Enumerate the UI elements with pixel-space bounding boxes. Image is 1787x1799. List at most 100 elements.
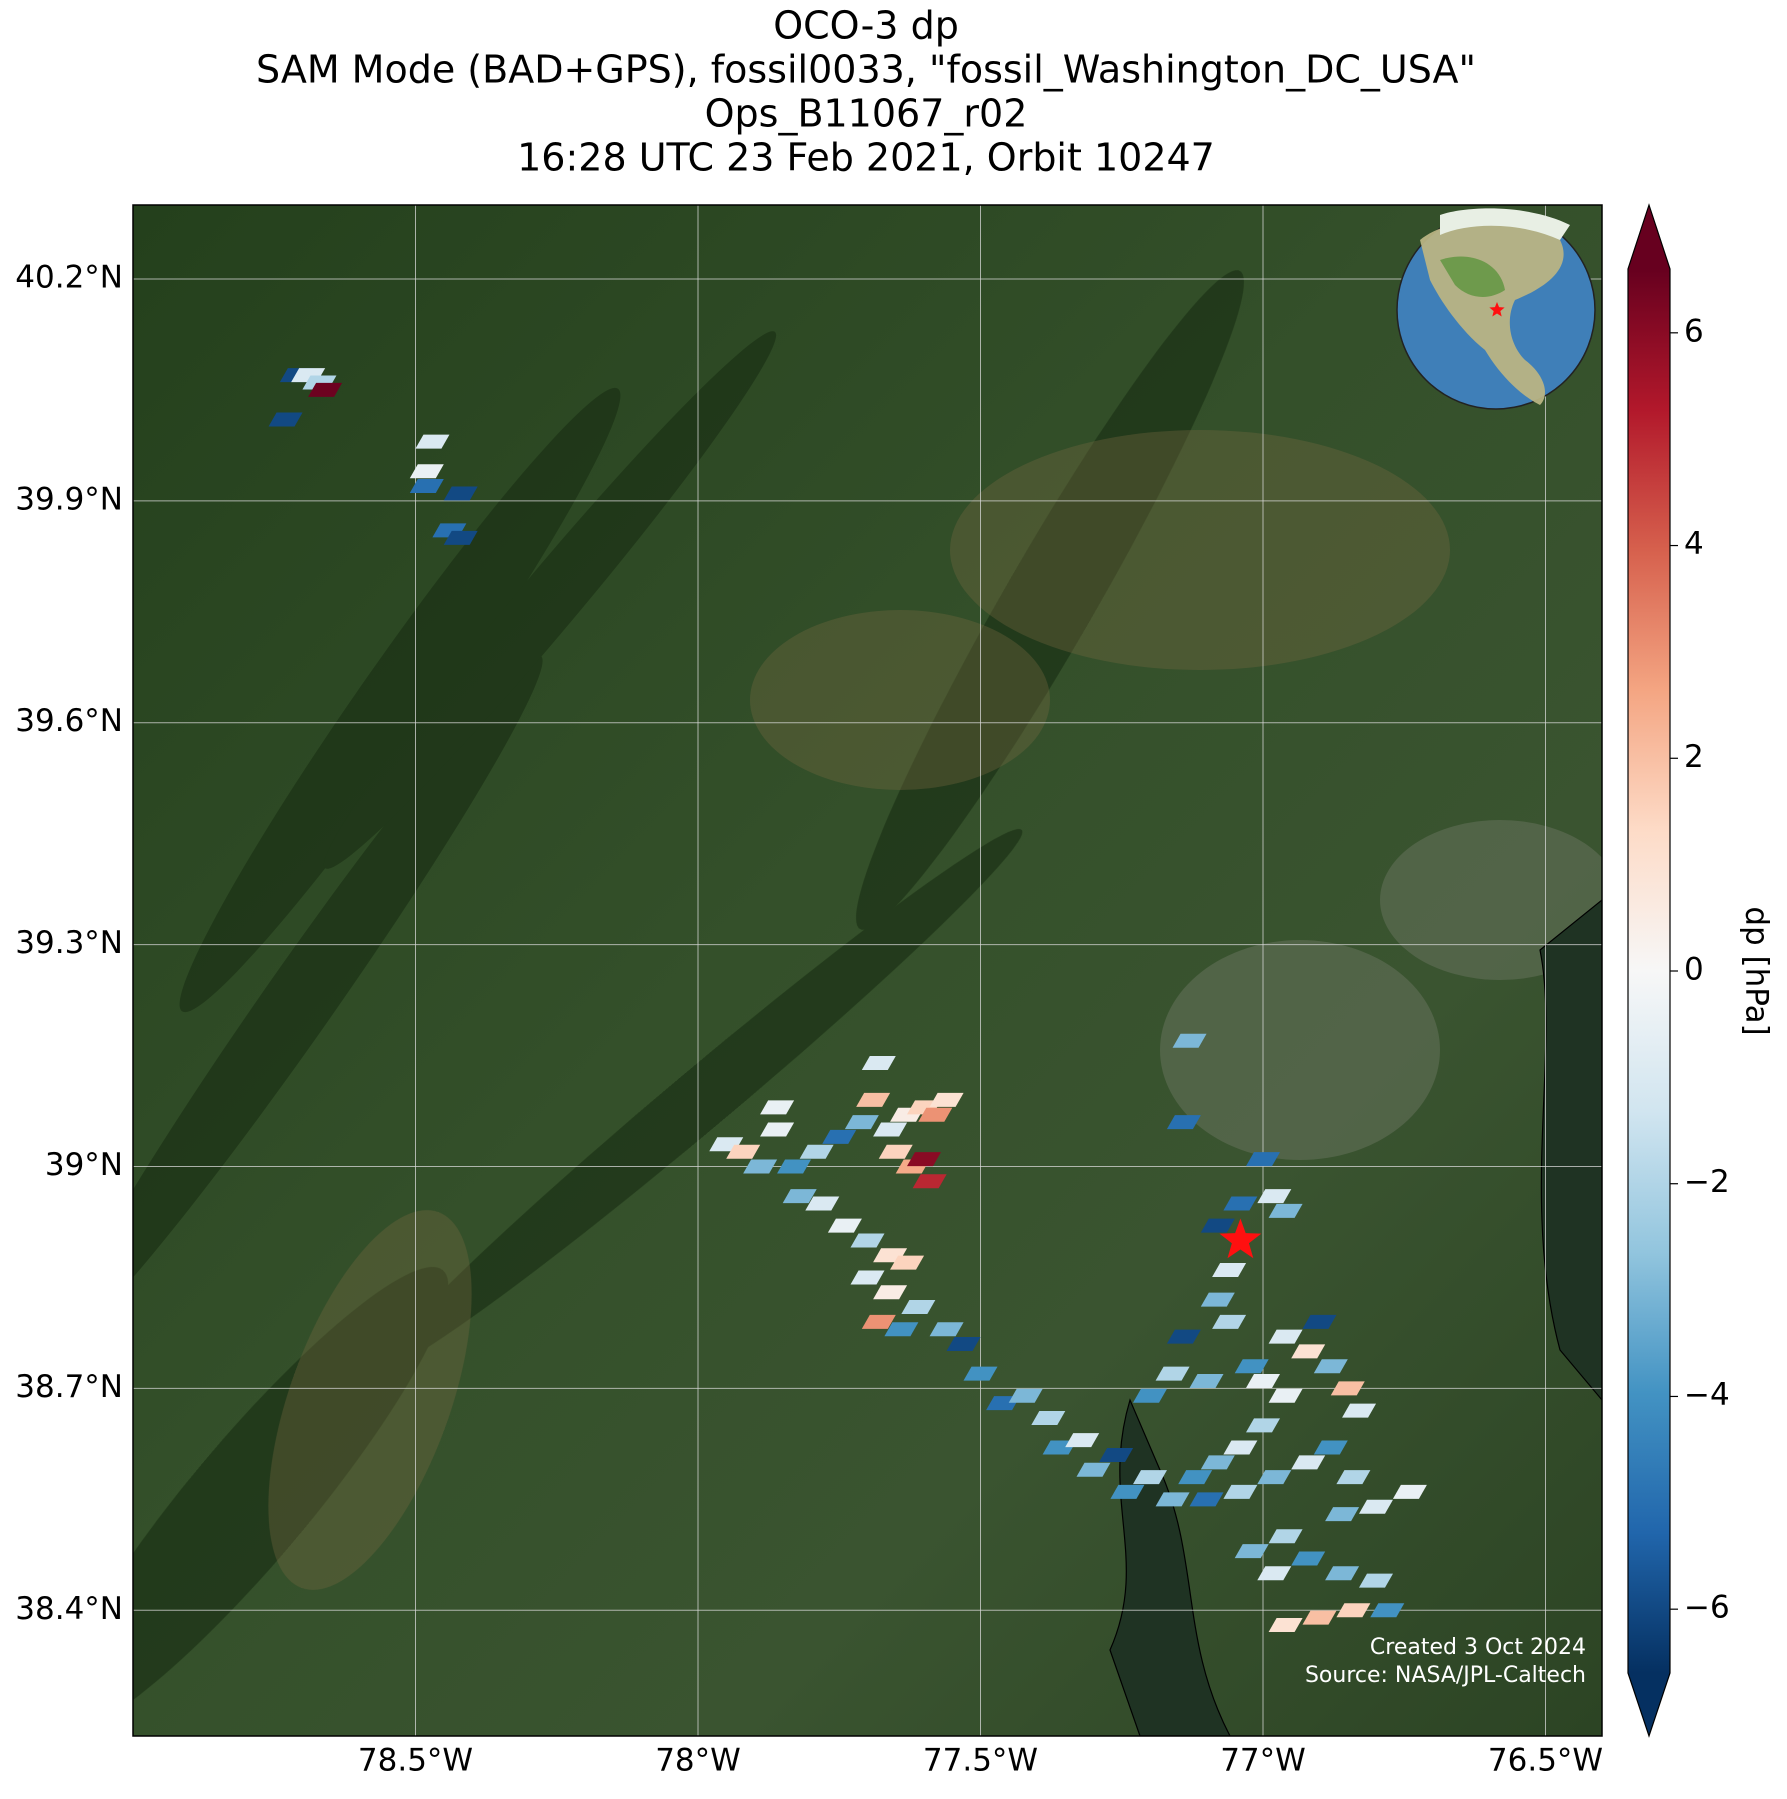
credit: Created 3 Oct 2024 (1370, 1635, 1586, 1660)
footprint (415, 434, 450, 449)
footprints (268, 368, 1427, 1633)
footprint (1133, 1470, 1167, 1485)
y-tick-label: 39.6°N (15, 703, 123, 739)
footprint (726, 1144, 761, 1159)
footprint (844, 1115, 879, 1130)
footprint (1325, 1507, 1360, 1522)
footprint (1223, 1196, 1258, 1211)
footprint (1133, 1388, 1167, 1403)
footprint (822, 1129, 857, 1144)
footprint (907, 1152, 941, 1167)
footprint (1178, 1470, 1213, 1485)
colorbar-tick-label: 4 (1684, 526, 1704, 562)
footprint (1234, 1359, 1269, 1374)
footprint (760, 1122, 795, 1137)
colorbar-scale (1628, 269, 1670, 1673)
target-star (1219, 1218, 1262, 1259)
footprint (884, 1322, 919, 1337)
y-tick-label: 39°N (45, 1147, 123, 1183)
footprint (901, 1300, 936, 1315)
footprint (782, 1189, 817, 1204)
footprint (1291, 1344, 1326, 1359)
footprint (799, 1144, 834, 1159)
footprint (1392, 1484, 1427, 1499)
footprint (1370, 1603, 1405, 1618)
footprint (1268, 1388, 1303, 1403)
footprint (827, 1218, 862, 1233)
footprint (1313, 1359, 1348, 1374)
footprint (1031, 1410, 1066, 1425)
footprint (1359, 1499, 1393, 1514)
footprint (1189, 1373, 1224, 1388)
colorbar-label: dp [hPa] (1739, 906, 1775, 1035)
colorbar-tick-label: 6 (1684, 313, 1704, 349)
y-tick-label: 38.4°N (15, 1591, 123, 1627)
footprint (1076, 1462, 1111, 1477)
footprint (850, 1270, 885, 1285)
footprint (850, 1233, 885, 1248)
footprint (1257, 1470, 1292, 1485)
chart-title: OCO-3 dp (773, 4, 959, 48)
footprint (1257, 1566, 1292, 1581)
footprint (1200, 1292, 1235, 1307)
footprint (963, 1366, 998, 1381)
footprint (1268, 1529, 1303, 1544)
colorbar-tick-label: −6 (1684, 1590, 1730, 1626)
x-tick-label: 76.5°W (1488, 1743, 1603, 1779)
x-tick-label: 78.5°W (358, 1743, 473, 1779)
footprint (1359, 1573, 1393, 1588)
footprint (929, 1092, 964, 1107)
footprint (1268, 1329, 1303, 1344)
footprint (1246, 1152, 1280, 1167)
footprint (1291, 1455, 1326, 1470)
footprint (1246, 1373, 1280, 1388)
footprint (929, 1322, 964, 1337)
colorbar-tick-label: −4 (1684, 1377, 1730, 1413)
footprint (912, 1174, 947, 1189)
chart-title: Ops_B11067_r02 (705, 92, 1028, 136)
footprint (1212, 1314, 1247, 1329)
footprint (1172, 1033, 1207, 1048)
footprint (268, 412, 303, 427)
footprint (777, 1159, 812, 1174)
footprint (1200, 1218, 1235, 1233)
footprint (443, 530, 478, 545)
footprint (1234, 1544, 1269, 1559)
colorbar-tick-label: 2 (1684, 739, 1704, 775)
x-tick-label: 78°W (655, 1743, 741, 1779)
chart-title: 16:28 UTC 23 Feb 2021, Orbit 10247 (517, 136, 1215, 180)
footprint (878, 1144, 913, 1159)
footprint (1302, 1314, 1337, 1329)
footprint (743, 1159, 778, 1174)
footprint (1330, 1381, 1365, 1396)
footprint (1110, 1484, 1145, 1499)
footprint (1166, 1329, 1201, 1344)
footprint (1313, 1440, 1348, 1455)
basemap (133, 205, 1602, 1736)
footprint (760, 1100, 795, 1115)
footprint (409, 479, 444, 494)
footprint (1155, 1492, 1190, 1507)
footprint (890, 1255, 925, 1270)
footprint (1166, 1115, 1201, 1130)
footprint (1336, 1470, 1371, 1485)
footprint (805, 1196, 840, 1211)
footprint (1268, 1618, 1303, 1633)
footprint (1257, 1189, 1292, 1204)
colorbar-extend-min (1628, 1673, 1670, 1736)
footprint (1246, 1418, 1280, 1433)
colorbar-tick-label: 0 (1684, 952, 1704, 988)
footprint (1302, 1610, 1337, 1625)
footprint (409, 464, 444, 479)
footprint (1099, 1447, 1134, 1462)
footprint (1189, 1492, 1224, 1507)
footprint (861, 1055, 896, 1070)
footprint (918, 1107, 953, 1122)
footprint (443, 486, 478, 501)
x-tick-label: 77°W (1220, 1743, 1306, 1779)
y-tick-label: 40.2°N (15, 259, 123, 295)
footprint (1336, 1603, 1371, 1618)
